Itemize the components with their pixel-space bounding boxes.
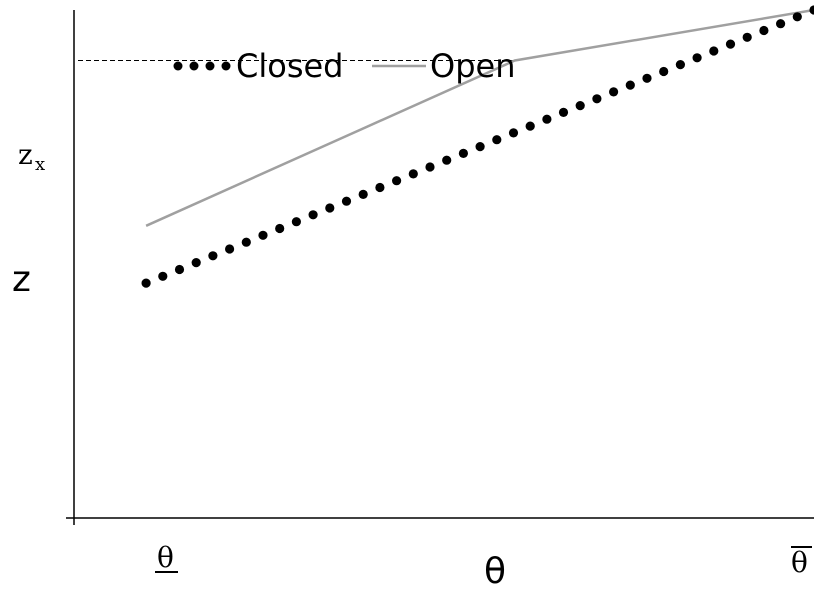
x-tick-label-high: θ bbox=[791, 546, 808, 579]
closed-dot bbox=[809, 5, 814, 15]
zx-label: z bbox=[18, 138, 33, 171]
closed-dot bbox=[709, 46, 719, 56]
closed-dot bbox=[408, 169, 418, 179]
closed-dot bbox=[792, 12, 802, 22]
closed-dot bbox=[174, 264, 185, 275]
closed-dot bbox=[592, 94, 602, 104]
closed-dot bbox=[692, 53, 702, 63]
closed-dot bbox=[575, 101, 585, 111]
closed-dot bbox=[508, 128, 519, 138]
x-axis-label: θ bbox=[484, 551, 506, 592]
series-closed-dots bbox=[141, 5, 814, 288]
closed-dot bbox=[525, 121, 535, 131]
closed-dot bbox=[358, 189, 368, 199]
closed-dot bbox=[475, 142, 485, 152]
closed-dot bbox=[492, 135, 502, 145]
closed-dot bbox=[425, 162, 435, 172]
legend-closed-marker bbox=[189, 61, 199, 71]
closed-dot bbox=[158, 271, 168, 281]
legend-closed-marker bbox=[221, 61, 231, 71]
closed-dot bbox=[375, 182, 385, 193]
closed-dot bbox=[392, 176, 402, 186]
closed-dot bbox=[542, 114, 552, 124]
legend-closed-marker bbox=[205, 61, 215, 71]
legend-closed-marker bbox=[173, 61, 183, 71]
closed-dot bbox=[742, 32, 752, 42]
closed-dot bbox=[258, 230, 268, 240]
closed-dot bbox=[208, 251, 218, 261]
closed-dot bbox=[275, 223, 285, 234]
legend-closed-label: Closed bbox=[236, 47, 343, 85]
closed-dot bbox=[241, 237, 251, 247]
closed-dot bbox=[725, 39, 736, 49]
x-tick-label-low: θ bbox=[157, 541, 174, 574]
closed-dot bbox=[442, 155, 452, 165]
closed-dot bbox=[776, 19, 786, 29]
closed-dot bbox=[659, 66, 669, 77]
closed-dot bbox=[675, 60, 686, 70]
closed-dot bbox=[642, 73, 652, 83]
closed-dot bbox=[191, 258, 201, 268]
legend-open-label: Open bbox=[430, 47, 515, 85]
closed-dot bbox=[609, 87, 619, 97]
closed-dot bbox=[341, 196, 352, 206]
closed-dot bbox=[225, 244, 235, 254]
closed-dot bbox=[308, 210, 318, 220]
closed-dot bbox=[458, 148, 468, 158]
closed-dot bbox=[558, 107, 569, 117]
series-open-line bbox=[145, 8, 814, 227]
y-axis-label: z bbox=[12, 259, 31, 300]
closed-dot bbox=[759, 25, 769, 36]
zx-subscript: x bbox=[35, 154, 45, 175]
closed-dot bbox=[325, 203, 335, 213]
legend: Closed Open bbox=[173, 47, 515, 85]
closed-dot bbox=[291, 217, 301, 227]
closed-dot bbox=[141, 278, 151, 288]
closed-dot bbox=[625, 80, 635, 90]
